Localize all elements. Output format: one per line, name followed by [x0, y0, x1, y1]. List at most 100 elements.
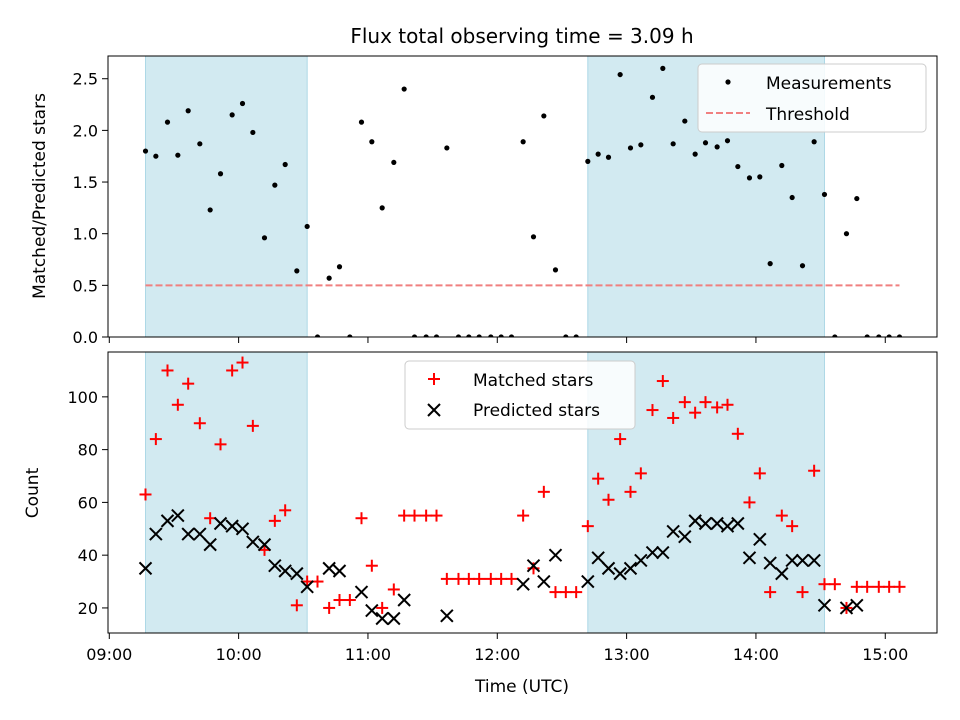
matched-stars-point [850, 580, 863, 593]
matched-stars-point [592, 472, 605, 485]
bottom-y-ticks: 20 40 60 80 100 [67, 388, 108, 618]
matched-stars-point [268, 514, 281, 527]
predicted-stars-point [839, 601, 854, 615]
measurement-point [832, 334, 838, 337]
measurement-point [530, 234, 537, 240]
predicted-stars-point [235, 522, 250, 536]
measurement-point [153, 153, 159, 159]
y-tick-label: 100 [67, 388, 98, 407]
matched-stars-point [893, 580, 906, 593]
measurement-point [444, 145, 450, 151]
y-tick-label: 20 [78, 599, 98, 618]
measurement-point [423, 334, 429, 337]
measurement-point [239, 100, 246, 107]
count-series [138, 356, 906, 626]
matched-stars-point [559, 586, 572, 599]
measurement-point [379, 205, 385, 211]
measurement-point [627, 145, 634, 151]
matched-stars-point [527, 562, 540, 575]
measurement-point [217, 171, 224, 177]
measurement-point [433, 334, 440, 337]
shade-span-0 [145, 351, 308, 634]
measurement-point [207, 207, 213, 213]
x-tick-label: 14:00 [733, 645, 779, 664]
predicted-stars-point [710, 516, 724, 531]
matched-stars-point [462, 572, 475, 585]
matched-stars-point [731, 427, 744, 440]
measurement-point [702, 140, 709, 146]
predicted-stars-point [300, 580, 314, 594]
measurement-point [282, 161, 288, 168]
predicted-stars-point [149, 527, 163, 541]
measurement-point [488, 334, 494, 337]
measurement-point [552, 267, 559, 273]
y-tick-label: 0.0 [73, 328, 98, 347]
matched-stars-point [634, 467, 647, 480]
measurement-point [670, 141, 676, 147]
measurement-point [314, 334, 321, 337]
predicted-stars-point [795, 553, 810, 568]
matched-stars-point [246, 419, 259, 432]
matched-stars-point [667, 411, 680, 424]
predicted-stars-point [365, 603, 379, 618]
matched-stars-point [828, 578, 841, 591]
chart-title: Flux total observing time = 3.09 h [350, 24, 693, 48]
matched-stars-point [699, 396, 712, 409]
y-tick-label: 80 [78, 441, 98, 460]
predicted-stars-point [290, 566, 304, 581]
measurement-point [336, 264, 343, 270]
matched-stars-point [711, 401, 724, 414]
measurement-point [401, 86, 407, 92]
measurement-point [735, 163, 741, 170]
measurement-point [142, 148, 149, 154]
predicted-stars-point [731, 516, 745, 531]
matched-stars-point [614, 433, 627, 446]
x-tick-label: 12:00 [474, 645, 520, 664]
bottom-axes-frame [107, 351, 938, 634]
predicted-stars-point [440, 609, 454, 623]
matched-stars-point [775, 509, 788, 522]
panel-ratio: 0.0 0.5 1.0 1.5 2.0 2.5 Matched/Predicted sta… [30, 55, 938, 347]
y-tick-label: 2.0 [73, 121, 98, 140]
matched-stars-point [161, 364, 174, 377]
measurement-point [272, 182, 278, 188]
matched-stars-point [505, 572, 518, 585]
measurement-point [541, 113, 547, 119]
measurement-point [779, 162, 785, 169]
matched-stars-point [333, 594, 346, 607]
predicted-stars-point [537, 574, 551, 589]
predicted-stars-point [548, 548, 563, 562]
y-tick-label: 2.5 [73, 70, 98, 89]
matched-stars-point [226, 364, 239, 377]
top-x-ticks [108, 337, 886, 343]
predicted-stars-point [601, 561, 616, 576]
matched-stars-point [236, 356, 249, 369]
matched-stars-point [193, 417, 206, 430]
legend-threshold-label: Threshold [765, 105, 850, 125]
measurement-point [455, 334, 462, 337]
measurement-point [692, 151, 698, 157]
predicted-stars-point [193, 527, 207, 541]
measurement-point [326, 275, 332, 281]
x-tick-label: 11:00 [345, 645, 391, 664]
predicted-stars-point [225, 519, 239, 533]
shade-span-0 [145, 55, 308, 338]
measurement-point [876, 334, 882, 337]
predicted-stars-point [763, 556, 777, 570]
measurement-point [585, 158, 591, 164]
predicted-stars-point [375, 611, 389, 626]
measurement-point [649, 94, 656, 100]
measurement-point [347, 334, 353, 337]
predicted-stars-point [807, 553, 821, 568]
y-tick-label: 1.0 [73, 225, 98, 244]
matched-stars-point [624, 485, 637, 498]
measurement-point [799, 263, 806, 269]
matched-stars-point [796, 586, 809, 599]
matched-stars-point [440, 572, 453, 585]
measurement-point [261, 235, 268, 241]
predicted-stars-point [742, 551, 757, 565]
measurement-point [369, 139, 375, 145]
matched-stars-point [786, 520, 799, 533]
matched-stars-point [420, 509, 433, 522]
measurement-point [767, 261, 773, 267]
